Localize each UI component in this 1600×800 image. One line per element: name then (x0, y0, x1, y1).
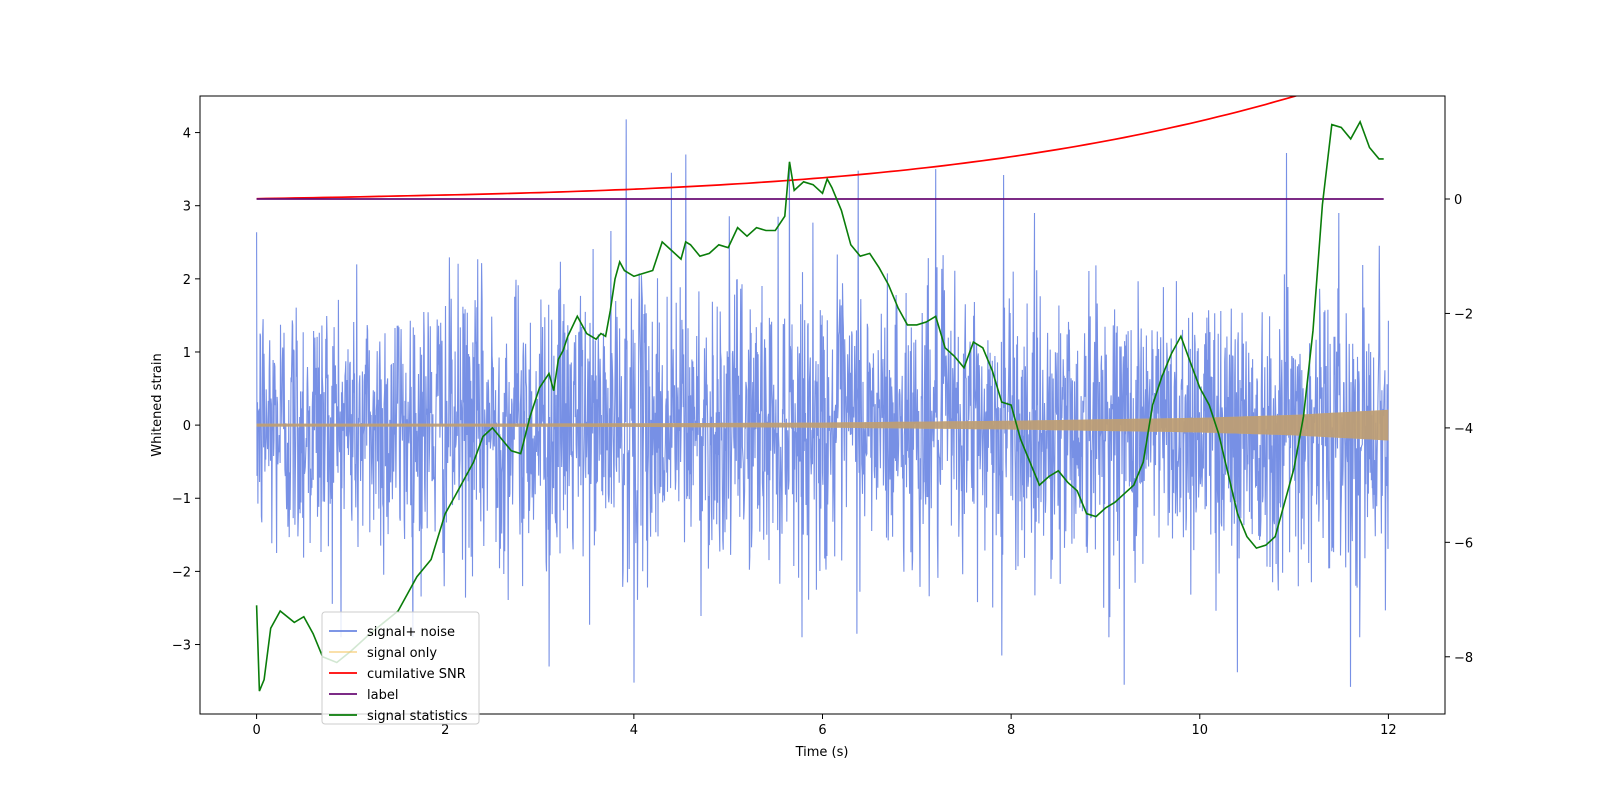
y2-tick-label: −2 (1454, 307, 1473, 322)
x-tick-label: 8 (1007, 723, 1015, 738)
y-tick-label: 4 (183, 127, 191, 142)
x-tick-label: 0 (252, 723, 260, 738)
series-signal-only-overlay (256, 409, 1389, 441)
legend-label: signal+ noise (367, 625, 455, 640)
series-signal-statistics (255, 119, 1384, 692)
y-tick-label: 2 (183, 273, 191, 288)
y-tick-label: 1 (183, 346, 191, 361)
x-tick-label: 6 (818, 723, 826, 738)
legend-label: signal statistics (367, 709, 468, 724)
y-axis-label: Whitened strain (150, 353, 165, 456)
legend: signal+ noise signal only cumilative SNR la… (321, 611, 480, 725)
plot-area (255, 96, 1389, 692)
y-tick-label: −1 (172, 492, 191, 507)
series-signal-noise (256, 119, 1389, 687)
legend-label: label (367, 688, 398, 703)
legend-label: signal only (367, 646, 437, 661)
x-tick-label: 12 (1380, 723, 1397, 738)
x-axis-label: Time (s) (795, 745, 849, 760)
y2-tick-label: −6 (1454, 536, 1473, 551)
y-tick-label: −2 (172, 565, 191, 580)
y2-tick-label: 0 (1454, 193, 1462, 208)
series-cumulative-snr (256, 96, 1299, 200)
x-tick-label: 2 (441, 723, 449, 738)
y2-tick-label: −8 (1454, 651, 1473, 666)
y-tick-label: 0 (183, 419, 191, 434)
y-axis-left: −3 −2 −1 0 1 2 3 4 (172, 127, 200, 654)
x-tick-label: 10 (1191, 723, 1208, 738)
y-tick-label: −3 (172, 639, 191, 654)
y-axis-right: −8 −6 −4 −2 0 (1445, 193, 1473, 666)
y2-tick-label: −4 (1454, 422, 1473, 437)
y-tick-label: 3 (183, 200, 191, 215)
legend-box (321, 611, 480, 725)
legend-label: cumilative SNR (367, 667, 466, 682)
x-tick-label: 4 (630, 723, 638, 738)
